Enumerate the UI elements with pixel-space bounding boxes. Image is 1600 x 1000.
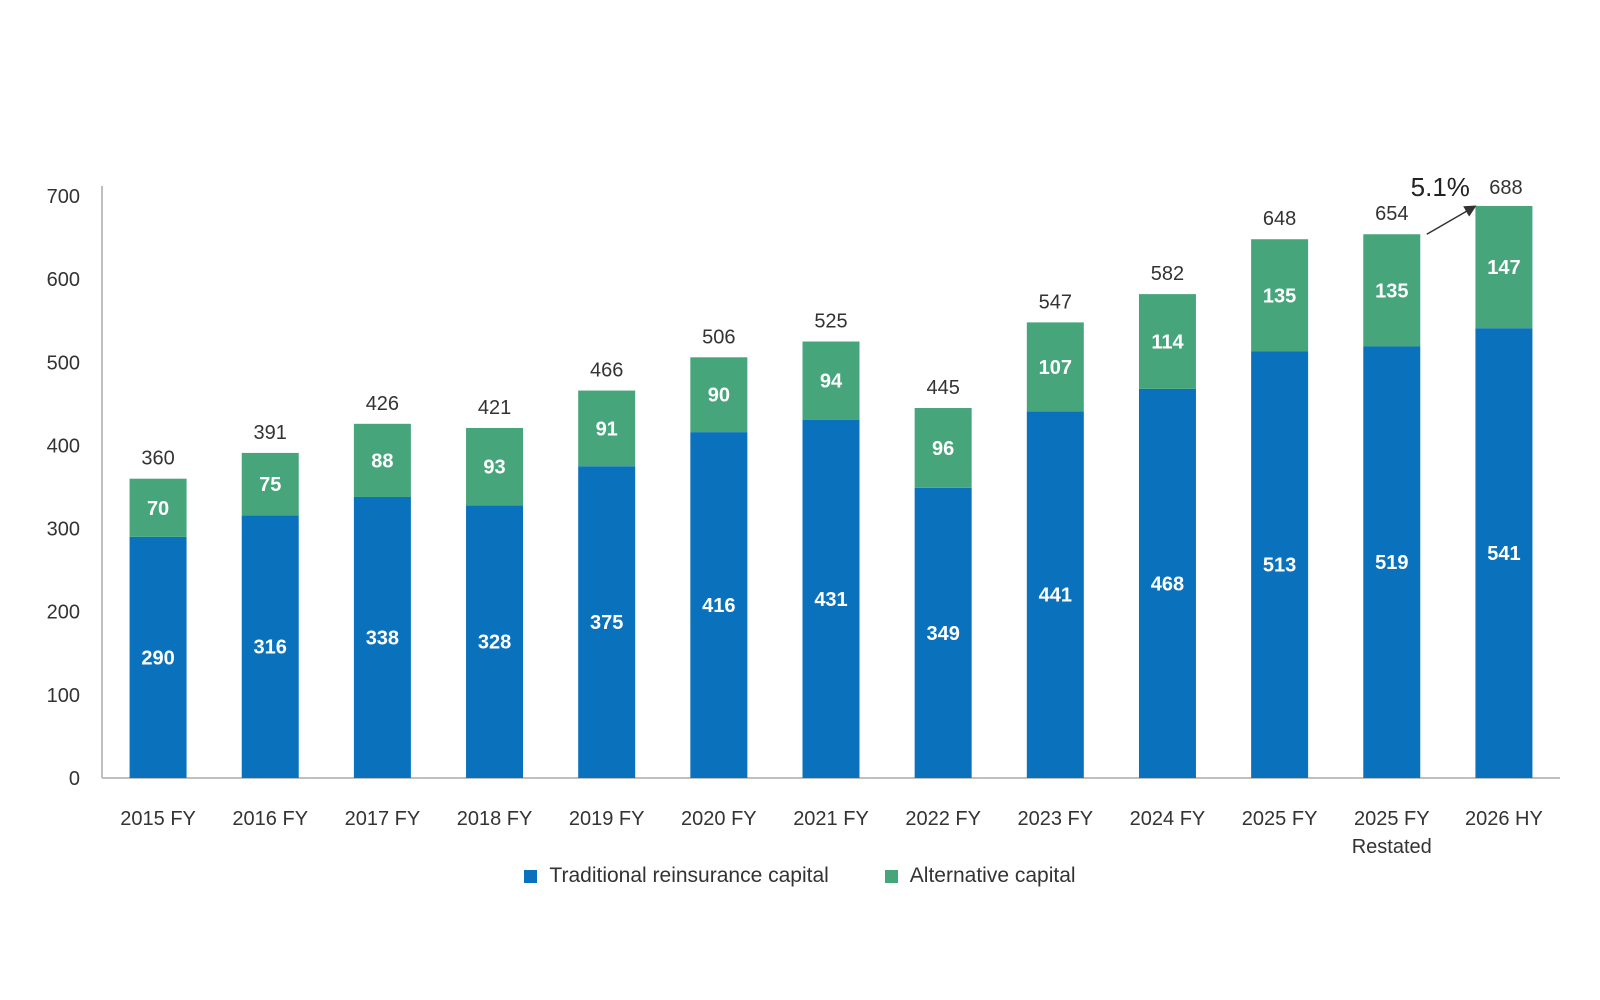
x-tick-label: 2018 FY [457,808,533,830]
y-tick-label: 0 [69,768,80,790]
data-label-traditional: 468 [1151,573,1184,595]
data-label-traditional: 375 [590,612,623,634]
data-label-traditional: 541 [1487,543,1520,565]
y-tick-label: 700 [47,186,80,208]
bar-alternative [353,423,411,497]
data-label-traditional: 431 [814,589,847,611]
legend-item-alternative: Alternative capital [884,864,1076,888]
bar-alternative [241,452,299,516]
legend-item-traditional: Traditional reinsurance capital [524,864,829,888]
total-label: 506 [702,326,735,348]
legend-swatch-alternative [884,869,898,883]
y-tick-label: 100 [47,685,80,707]
y-tick-label: 300 [47,519,80,541]
data-label-traditional: 328 [478,632,511,654]
bar-traditional [1475,328,1533,778]
data-label-alternative: 91 [596,418,618,440]
bar-alternative [129,478,187,537]
x-tick-label: 2017 FY [345,808,421,830]
bar-traditional [1026,411,1084,778]
bar-alternative [914,408,972,488]
total-label: 466 [590,360,623,382]
y-tick-label: 600 [47,269,80,291]
data-label-alternative: 96 [932,438,954,460]
data-label-alternative: 70 [147,498,169,520]
data-label-alternative: 94 [820,371,843,393]
legend-swatch-traditional [524,869,538,883]
data-label-traditional: 513 [1263,555,1296,577]
x-tick-label: 2015 FY [120,808,196,830]
y-tick-label: 400 [47,435,80,457]
x-tick-label: 2025 FY Restated [1352,808,1432,858]
total-label: 547 [1039,291,1072,313]
x-tick-label: 2020 FY [681,808,757,830]
data-label-alternative: 114 [1151,332,1184,354]
data-label-alternative: 88 [371,450,393,472]
total-label: 654 [1375,203,1408,225]
total-label: 426 [366,393,399,415]
bar-alternative [1475,205,1533,329]
data-label-alternative: 93 [483,457,505,479]
y-tick-label: 200 [47,602,80,624]
bar-traditional [578,466,636,778]
x-tick-label: 2026 HY [1465,808,1543,830]
bar-alternative [690,357,748,433]
bar-traditional [1363,346,1421,778]
data-label-alternative: 90 [708,385,730,407]
bar-alternative [1026,322,1084,412]
total-label: 525 [814,311,847,333]
growth-arrow [1426,205,1477,235]
bar-alternative [1363,234,1421,347]
data-label-traditional: 290 [141,647,174,669]
data-label-alternative: 107 [1039,357,1072,379]
bar-traditional [914,487,972,778]
bar-traditional [129,536,187,778]
total-label: 421 [478,397,511,419]
data-label-alternative: 135 [1263,285,1296,307]
total-label: 688 [1489,177,1522,199]
total-label: 360 [141,448,174,470]
bar-traditional [802,419,860,778]
legend-label-traditional: Traditional reinsurance capital [549,864,829,887]
bar-traditional [1138,388,1196,778]
x-tick-label: 2016 FY [232,808,308,830]
data-label-alternative: 135 [1375,280,1408,302]
x-tick-label: 2019 FY [569,808,645,830]
legend-label-alternative: Alternative capital [909,864,1076,887]
bar-alternative [1138,294,1196,389]
total-label: 445 [926,377,959,399]
bar-traditional [690,432,748,778]
total-label: 582 [1151,263,1184,285]
total-label: 648 [1263,208,1296,230]
data-label-traditional: 519 [1375,552,1408,574]
x-tick-label: 2022 FY [905,808,981,830]
x-tick-label: 2024 FY [1130,808,1206,830]
bar-traditional [353,496,411,778]
data-label-traditional: 338 [366,627,399,649]
bar-alternative [1251,239,1309,352]
bar-alternative [578,390,636,467]
bar-traditional [1251,351,1309,778]
x-tick-label: 2021 FY [793,808,869,830]
bar-alternative [802,341,860,420]
bar-traditional [241,515,299,778]
bar-traditional [466,505,524,778]
y-tick-label: 500 [47,352,80,374]
total-label: 391 [254,422,287,444]
data-label-alternative: 75 [259,474,281,496]
data-label-traditional: 416 [702,595,735,617]
x-tick-label: 2023 FY [1018,808,1094,830]
bar-alternative [466,427,524,506]
growth-annotation: 5.1% [1411,172,1470,202]
data-label-traditional: 349 [926,623,959,645]
data-label-traditional: 441 [1039,585,1072,607]
x-tick-label: 2025 FY [1242,808,1318,830]
data-label-alternative: 147 [1487,257,1520,279]
legend: Traditional reinsurance capital Alternat… [0,864,1600,888]
data-label-traditional: 316 [254,637,287,659]
